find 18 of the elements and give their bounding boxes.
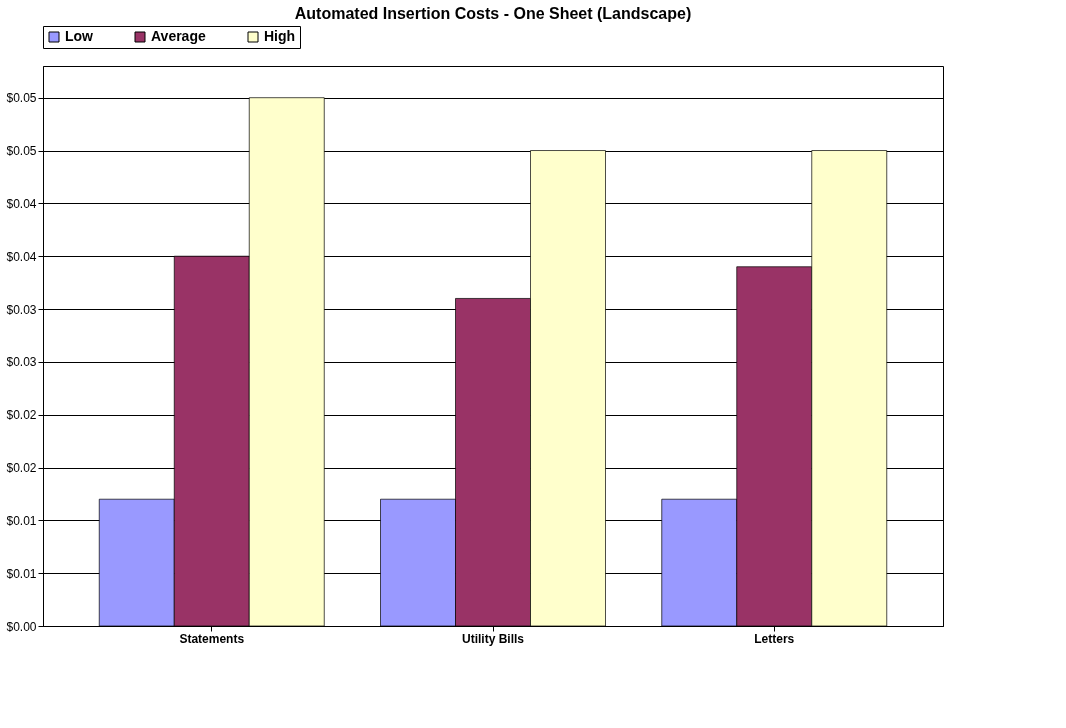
y-tick-label: $0.01 (6, 566, 37, 581)
y-tick-label: $0.04 (6, 196, 37, 211)
x-tick-label: Statements (179, 631, 245, 646)
chart-title: Automated Insertion Costs - One Sheet (Landscape) (294, 4, 692, 22)
x-tick-label: Letters (754, 631, 795, 646)
y-tick-label: $0.02 (6, 408, 37, 423)
legend-label: High (264, 28, 296, 44)
legend-label: Low (65, 28, 94, 44)
y-tick-label: $0.02 (6, 461, 37, 476)
y-tick-label: $0.03 (6, 355, 37, 370)
x-tick-label: Utility Bills (461, 631, 525, 646)
y-tick-label: $0.05 (6, 144, 37, 159)
y-tick-label: $0.00 (6, 619, 37, 634)
legend-label: Average (151, 28, 206, 44)
y-tick-label: $0.04 (6, 249, 37, 264)
y-tick-label: $0.03 (6, 302, 37, 317)
y-tick-label: $0.01 (6, 513, 37, 528)
y-tick-label: $0.05 (6, 91, 37, 106)
